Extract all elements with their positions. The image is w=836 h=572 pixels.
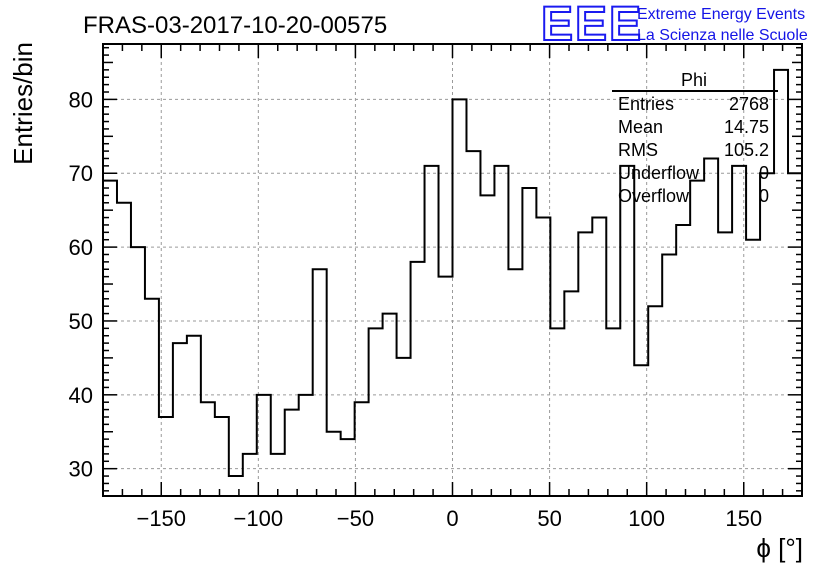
histogram-bin	[313, 269, 327, 496]
histogram-bin	[690, 181, 704, 496]
histogram-bin	[257, 395, 271, 496]
histogram-bin	[718, 232, 732, 496]
eee-logo: EEE Extreme Energy Events La Scienza nel…	[540, 0, 808, 52]
histogram-bin	[536, 218, 550, 496]
x-tick-label: 100	[628, 506, 665, 531]
y-tick-label: 60	[69, 235, 93, 260]
y-tick-label: 70	[69, 161, 93, 186]
histogram-bin	[480, 195, 494, 496]
histogram-bin	[383, 314, 397, 496]
histogram-bin	[425, 166, 439, 496]
histogram-bin	[229, 476, 243, 496]
histogram-bin	[299, 395, 313, 496]
histogram-bin	[103, 181, 117, 496]
histogram-bin	[187, 336, 201, 496]
stats-title: Phi	[681, 70, 707, 90]
histogram-bin	[201, 402, 215, 496]
histogram-bin	[145, 299, 159, 496]
histogram-bin	[620, 166, 634, 496]
y-tick-label: 80	[69, 87, 93, 112]
histogram-bin	[215, 417, 229, 496]
histogram-bin	[369, 328, 383, 496]
histogram-bin	[592, 218, 606, 496]
stats-box: Phi Entries 2768 Mean 14.75 RMS 105.2 Un…	[612, 70, 778, 206]
histogram-bin	[466, 151, 480, 496]
histogram-bin	[327, 432, 341, 496]
histogram-bin	[439, 277, 453, 496]
histogram-bin	[285, 410, 299, 496]
histogram-bin	[341, 439, 355, 496]
stats-label-rms: RMS	[618, 140, 658, 160]
histogram-bin	[774, 70, 788, 496]
histogram-bin	[634, 365, 648, 496]
plot-frame	[102, 43, 803, 497]
x-tick-label: 150	[725, 506, 762, 531]
x-tick-label: 50	[537, 506, 561, 531]
eee-logo-mark: EEE	[541, 0, 643, 51]
histogram-bin	[453, 99, 467, 496]
stats-label-underflow: Underflow	[618, 163, 700, 183]
histogram-bin	[508, 269, 522, 496]
histogram-bin	[662, 254, 676, 496]
y-tick-label: 40	[69, 383, 93, 408]
stats-value-rms: 105.2	[724, 140, 769, 160]
axis-ticks: −150 −100 −50 0 50 100 150 30 40 50 60 70 80	[69, 44, 803, 531]
histogram-bin	[550, 328, 564, 496]
stats-label-overflow: Overflow	[618, 186, 690, 206]
x-tick-label: −150	[136, 506, 186, 531]
histogram-bin	[648, 306, 662, 496]
stats-value-underflow: 0	[759, 163, 769, 183]
histogram-bin	[494, 166, 508, 496]
histogram-bin	[704, 158, 718, 496]
stats-value-mean: 14.75	[724, 117, 769, 137]
x-tick-label: −50	[337, 506, 374, 531]
histogram-bin	[173, 343, 187, 496]
histogram-bin	[606, 328, 620, 496]
histogram-bin	[411, 262, 425, 496]
stats-value-entries: 2768	[729, 94, 769, 114]
logo-line-1: Extreme Energy Events	[637, 6, 805, 23]
x-axis-label: ϕ [°]	[756, 533, 803, 563]
histogram-bin	[564, 291, 578, 496]
histogram-bin	[397, 358, 411, 496]
histogram-bin	[746, 240, 760, 496]
histogram-bin	[522, 188, 536, 496]
x-tick-label: −100	[234, 506, 284, 531]
stats-label-entries: Entries	[618, 94, 674, 114]
x-tick-label: 0	[446, 506, 458, 531]
logo-line-2: La Scienza nelle Scuole	[637, 27, 808, 44]
histogram-bin	[760, 173, 774, 496]
histogram-outline	[103, 68, 802, 478]
histogram-bin	[788, 173, 802, 496]
y-axis-label: Entries/bin	[8, 42, 38, 165]
y-tick-label: 50	[69, 309, 93, 334]
histogram-bin	[243, 454, 257, 496]
chart-title: FRAS-03-2017-10-20-00575	[83, 12, 387, 39]
y-tick-label: 30	[69, 457, 93, 482]
histogram-bin	[131, 247, 145, 496]
histogram-bin	[578, 232, 592, 496]
histogram-bin	[676, 225, 690, 496]
stats-value-overflow: 0	[759, 186, 769, 206]
histogram-bin	[355, 402, 369, 496]
stats-label-mean: Mean	[618, 117, 663, 137]
histogram-series	[103, 68, 802, 496]
